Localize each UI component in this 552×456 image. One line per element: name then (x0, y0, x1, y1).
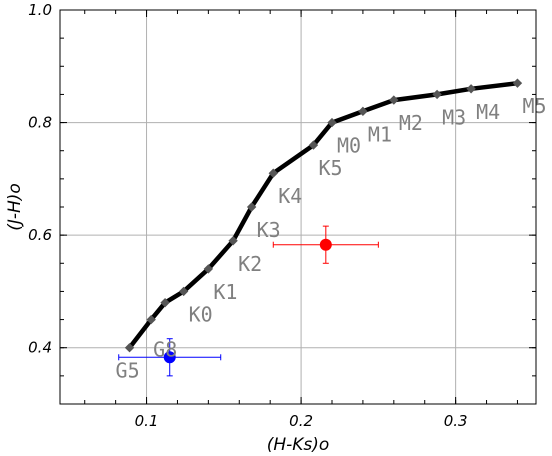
sequence-marker (203, 264, 214, 274)
y-tick-label: 1.0 (28, 1, 52, 19)
spectral-type-label: M3 (442, 105, 466, 129)
spectral-type-label: M5 (522, 94, 546, 118)
sequence-marker (246, 202, 257, 212)
sequence-marker (432, 89, 442, 100)
spectral-type-label: M2 (399, 111, 423, 135)
y-tick-label: 0.8 (28, 114, 52, 132)
sequence-marker (512, 78, 523, 88)
sequence-marker (160, 297, 170, 308)
y-tick-label: 0.6 (28, 226, 52, 244)
spectral-type-label: K5 (318, 156, 342, 180)
spectral-type-label: M4 (476, 100, 500, 124)
plot-frame (59, 9, 537, 405)
x-tick-label: 0.2 (289, 412, 313, 430)
spectral-type-label: K2 (238, 252, 262, 276)
sequence-marker (389, 95, 399, 105)
tick-labels: 0.1 0.2 0.3 0.4 0.6 0.8 1.0 (28, 1, 467, 430)
y-axis-label: (J-H)o (5, 183, 25, 231)
x-tick-label: 0.1 (135, 412, 159, 430)
spectral-type-label: K3 (257, 218, 281, 242)
sequence-marker (124, 343, 135, 353)
sequence-marker (228, 236, 238, 246)
data-point (163, 351, 176, 364)
data-points (118, 225, 379, 377)
sequence-marker (466, 84, 476, 94)
spectral-type-label: M0 (337, 134, 361, 158)
sequence-marker (358, 106, 368, 117)
axis-ticks (60, 9, 536, 405)
x-axis-label: (H-Ks)o (267, 435, 330, 455)
spectral-type-label: K0 (189, 302, 213, 326)
sequence-marker (308, 140, 319, 150)
spectral-type-label: G8 (153, 338, 177, 362)
spectral-type-label: G5 (116, 359, 140, 383)
spectral-type-label: K1 (213, 280, 237, 304)
y-tick-label: 0.4 (28, 339, 52, 357)
sequence-marker (327, 117, 337, 128)
x-tick-label: 0.3 (444, 412, 468, 430)
sequence-marker (178, 286, 189, 297)
main-sequence-series (124, 78, 523, 353)
spectral-type-label: K4 (278, 184, 302, 208)
sequence-marker (268, 168, 278, 178)
sequence-marker (146, 314, 156, 325)
data-point (319, 238, 332, 251)
spectral-type-label: M1 (368, 122, 392, 146)
